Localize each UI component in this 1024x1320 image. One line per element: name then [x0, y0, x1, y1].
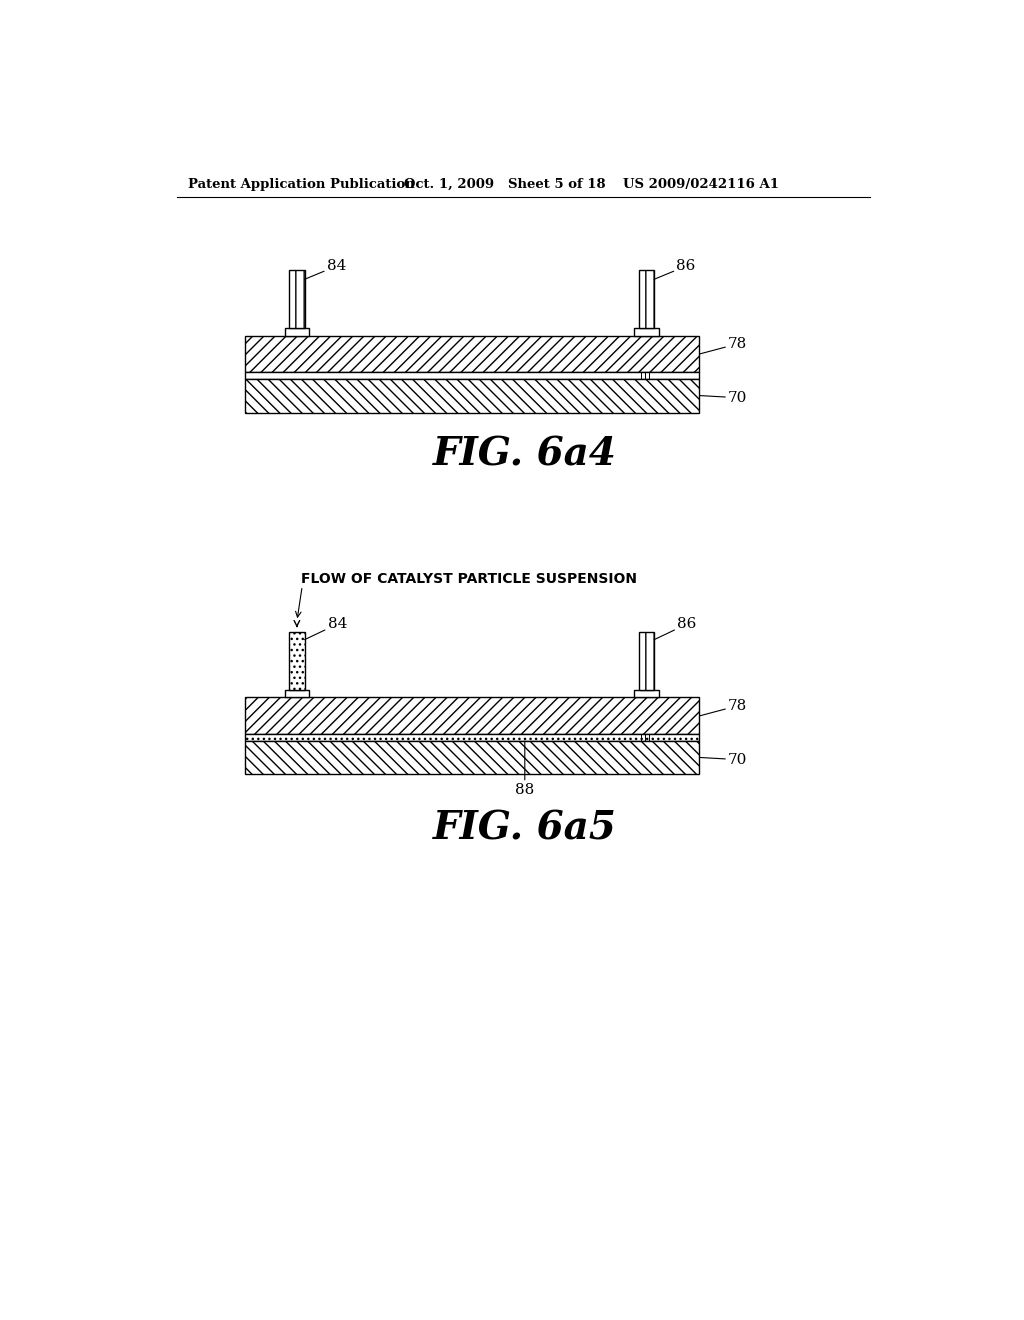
Text: 86: 86 — [654, 618, 696, 640]
Text: 70: 70 — [699, 391, 748, 405]
Bar — [639, 632, 654, 689]
Bar — [285, 689, 309, 697]
Bar — [245, 335, 698, 372]
Bar — [245, 372, 698, 379]
Text: 88: 88 — [515, 742, 535, 797]
Text: 78: 78 — [699, 698, 748, 715]
Text: FIG. 6a4: FIG. 6a4 — [433, 436, 616, 474]
Text: 86: 86 — [654, 259, 696, 280]
Text: FLOW OF CATALYST PARTICLE SUSPENSION: FLOW OF CATALYST PARTICLE SUSPENSION — [301, 572, 637, 586]
Bar — [639, 271, 654, 327]
Text: 84: 84 — [304, 618, 347, 640]
Bar — [634, 327, 658, 335]
Text: FIG. 6a5: FIG. 6a5 — [433, 809, 616, 847]
Text: 70: 70 — [699, 752, 748, 767]
Bar — [245, 734, 698, 741]
Bar — [285, 327, 309, 335]
Bar — [245, 741, 698, 775]
Text: 78: 78 — [699, 337, 748, 354]
Bar — [245, 697, 698, 734]
Text: Oct. 1, 2009   Sheet 5 of 18: Oct. 1, 2009 Sheet 5 of 18 — [403, 178, 605, 190]
Text: Patent Application Publication: Patent Application Publication — [188, 178, 415, 190]
Bar — [289, 271, 304, 327]
Bar — [634, 689, 658, 697]
Text: 84: 84 — [304, 259, 346, 280]
Bar — [289, 632, 304, 689]
Text: US 2009/0242116 A1: US 2009/0242116 A1 — [624, 178, 779, 190]
Bar — [245, 379, 698, 412]
